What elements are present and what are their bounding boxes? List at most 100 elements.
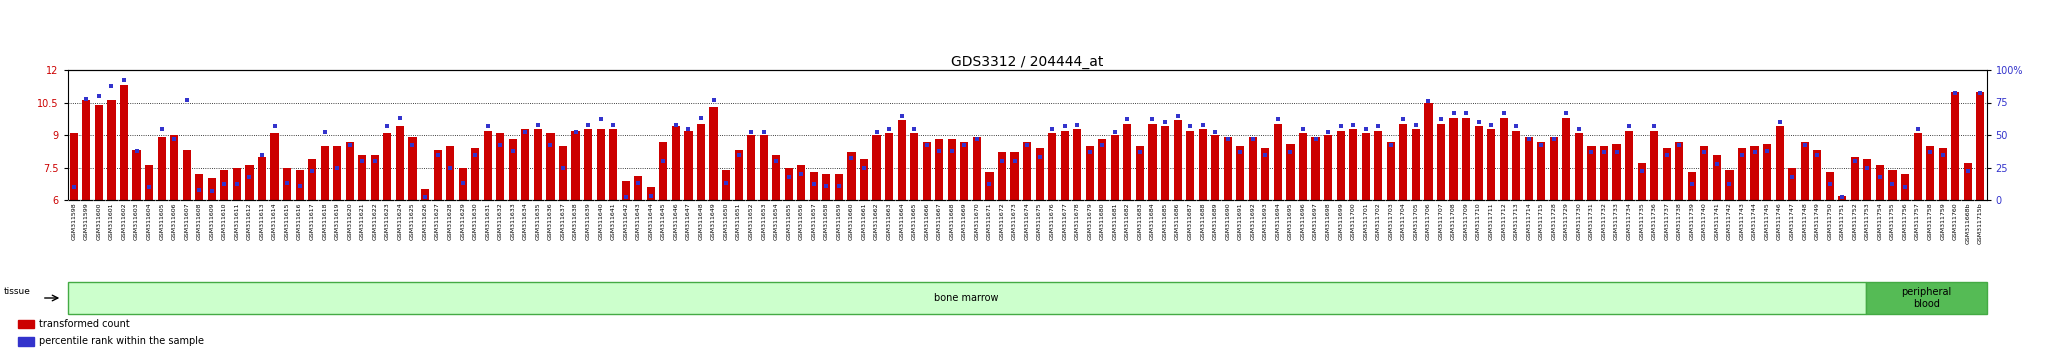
Bar (522, 129, 530, 200)
Point (1839, 158, 1872, 164)
Text: peripheral
blood: peripheral blood (1901, 287, 1952, 309)
Bar (1763, 144, 1772, 200)
Text: GSM311715: GSM311715 (1538, 202, 1544, 240)
Bar (623, 181, 631, 200)
Bar (797, 165, 805, 200)
Text: GSM311623: GSM311623 (385, 202, 389, 240)
Bar (1876, 165, 1884, 200)
Text: GSM311614: GSM311614 (272, 202, 276, 240)
Point (422, 152, 455, 157)
Text: GSM311645: GSM311645 (662, 202, 666, 240)
Point (1964, 91, 1997, 96)
Bar (1298, 133, 1307, 200)
Text: GSM311644: GSM311644 (649, 202, 653, 240)
Point (1249, 152, 1282, 157)
Bar (1149, 124, 1157, 200)
Bar (383, 133, 391, 200)
Bar (1350, 129, 1358, 200)
Point (748, 130, 780, 135)
Text: GSM311662: GSM311662 (874, 202, 879, 240)
Point (270, 180, 303, 186)
Point (82, 93, 115, 99)
Text: GSM311692: GSM311692 (1251, 202, 1255, 240)
Bar (985, 172, 993, 200)
Text: GSM311631: GSM311631 (485, 202, 489, 240)
Text: GSM311729: GSM311729 (1565, 202, 1569, 240)
Point (1550, 110, 1583, 116)
Point (1751, 148, 1784, 153)
Point (571, 122, 604, 127)
Text: GSM311748: GSM311748 (1802, 202, 1806, 240)
Bar (1374, 131, 1382, 200)
Text: GSM311680: GSM311680 (1100, 202, 1104, 240)
Text: GSM311709: GSM311709 (1464, 202, 1468, 240)
Point (1137, 116, 1169, 122)
Point (1638, 123, 1671, 129)
Bar (1110, 135, 1118, 200)
Bar (508, 139, 516, 200)
Point (522, 122, 555, 127)
Point (610, 195, 643, 200)
Text: GSM311714: GSM311714 (1526, 202, 1532, 240)
Text: GSM311618: GSM311618 (322, 202, 328, 240)
Bar (897, 120, 905, 200)
Text: GSM311671: GSM311671 (987, 202, 991, 240)
Point (1374, 143, 1407, 148)
Text: GSM311621: GSM311621 (360, 202, 365, 240)
Point (195, 188, 227, 194)
Point (1487, 110, 1520, 116)
Text: GSM311673: GSM311673 (1012, 202, 1018, 240)
Bar (1511, 131, 1520, 200)
Text: GSM311756: GSM311756 (1903, 202, 1907, 240)
Bar (1198, 129, 1206, 200)
Bar (258, 157, 266, 200)
Text: GSM311758: GSM311758 (1927, 202, 1933, 240)
Point (885, 113, 918, 118)
Bar (1475, 126, 1483, 200)
Point (997, 158, 1030, 164)
Text: GSM311689: GSM311689 (1212, 202, 1219, 240)
Text: GSM311715b: GSM311715b (1978, 202, 1982, 244)
Text: GSM311603: GSM311603 (133, 202, 139, 240)
Bar (973, 137, 981, 200)
Bar (1800, 142, 1808, 200)
Text: GSM311678: GSM311678 (1075, 202, 1079, 240)
Text: GSM311653: GSM311653 (762, 202, 766, 240)
Text: GSM311733: GSM311733 (1614, 202, 1620, 240)
Text: GSM311647: GSM311647 (686, 202, 690, 240)
Text: GSM311625: GSM311625 (410, 202, 416, 240)
Text: GSM311690: GSM311690 (1225, 202, 1231, 240)
Bar (106, 100, 115, 200)
Text: GSM311682: GSM311682 (1124, 202, 1130, 240)
Text: GSM311735: GSM311735 (1638, 202, 1645, 240)
Bar (233, 167, 242, 200)
Bar (1311, 137, 1319, 200)
Text: GSM311740: GSM311740 (1702, 202, 1706, 240)
Text: GSM311683: GSM311683 (1137, 202, 1143, 240)
Point (623, 180, 655, 186)
Text: GSM311711: GSM311711 (1489, 202, 1493, 240)
Bar (1688, 172, 1696, 200)
Point (1864, 174, 1896, 179)
Text: GSM311641: GSM311641 (610, 202, 616, 240)
Point (121, 148, 154, 153)
Point (295, 169, 328, 174)
Text: GSM311681: GSM311681 (1112, 202, 1118, 240)
Text: GSM311750: GSM311750 (1827, 202, 1833, 240)
Bar (1010, 152, 1018, 200)
Point (1901, 126, 1933, 131)
Text: GSM311707: GSM311707 (1438, 202, 1444, 240)
Point (985, 158, 1018, 164)
Bar (1675, 142, 1683, 200)
Bar (307, 159, 315, 200)
Point (1210, 136, 1243, 142)
Bar (1423, 103, 1432, 200)
Point (1124, 149, 1157, 155)
Bar (559, 146, 567, 200)
Bar (1751, 146, 1759, 200)
Point (246, 152, 279, 157)
Text: GSM311710: GSM311710 (1477, 202, 1481, 240)
Bar (684, 131, 692, 200)
Text: GSM311633: GSM311633 (510, 202, 516, 240)
Bar (295, 170, 303, 200)
